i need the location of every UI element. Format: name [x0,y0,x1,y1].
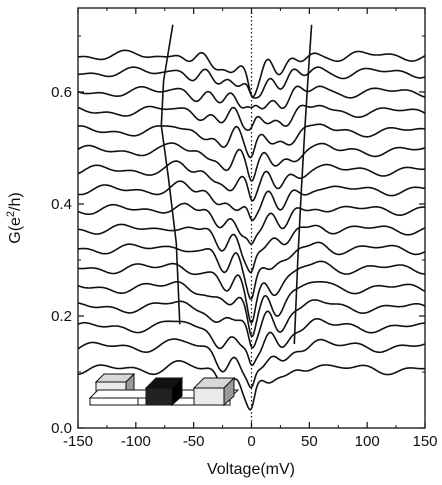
left-peak-guide-line [160,24,181,325]
y-tick-label: 0.4 [51,196,72,213]
inset-center-side [171,376,183,407]
x-tick-label: -100 [121,433,151,450]
inset-contact-right-front [193,387,225,406]
y-axis-title-base: G(e [7,217,24,244]
conductance-trace [77,202,425,245]
y-axis-ticks: 0.0 0.2 0.4 0.6 [51,35,425,437]
y-axis-title-tail: /h) [7,192,24,211]
conductance-trace [77,299,426,349]
x-tick-label: 100 [355,433,380,450]
conductance-trace [77,180,426,222]
conductance-trace [77,85,426,110]
x-tick-label: 150 [412,433,437,450]
conductance-trace [77,49,426,98]
y-axis-title-sup: 2 [5,211,17,217]
x-tick-label: 0 [247,433,255,450]
conductance-trace [77,223,426,274]
conductance-trace [77,260,425,324]
x-tick-label: -150 [63,433,93,450]
y-axis-title: G(e2/h) [5,192,24,243]
x-axis-ticks: -150 -100 -50 0 50 100 150 [63,8,438,450]
x-axis-title: Voltage(mV) [207,461,295,478]
x-tick-label: 50 [301,433,318,450]
y-tick-label: 0.2 [51,308,72,325]
y-tick-label: 0.0 [51,420,72,437]
right-peak-guide-line [293,24,313,345]
inset-center-front [145,387,173,406]
x-tick-label: -50 [183,433,205,450]
y-tick-label: 0.6 [51,84,72,101]
device-schematic-inset [88,372,240,407]
conductance-trace [77,318,425,366]
guide-lines [160,24,313,345]
inset-separator [137,397,147,406]
conductance-trace [77,104,426,131]
conductance-trace [77,338,426,389]
inset-contact-right-side [223,376,235,407]
conductance-trace [77,241,426,300]
